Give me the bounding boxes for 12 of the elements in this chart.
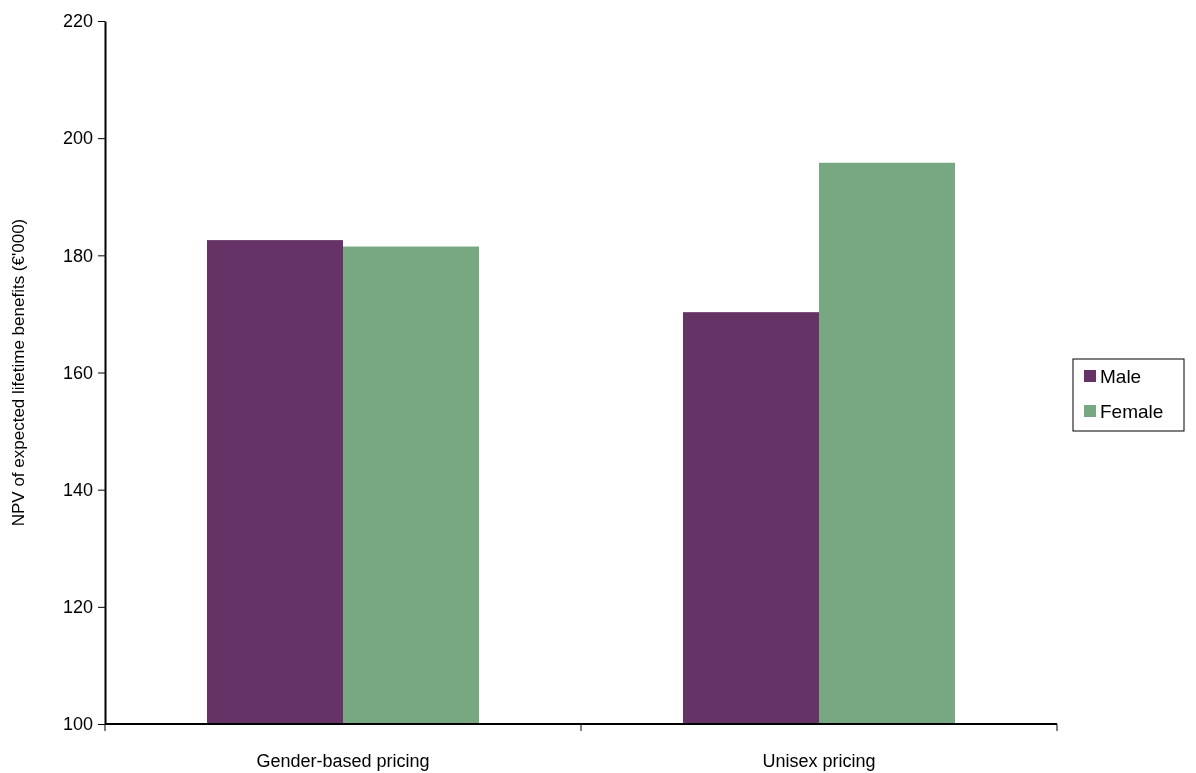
legend-label: Male: [1100, 366, 1142, 387]
y-tick-label: 100: [62, 714, 93, 735]
y-tick-label: 220: [62, 11, 93, 32]
x-tick-label: Unisex pricing: [762, 751, 876, 771]
y-tick-label: 120: [62, 597, 93, 618]
legend-label: Female: [1100, 401, 1164, 422]
y-tick-label: 180: [62, 245, 93, 266]
x-tick-label: Gender-based pricing: [256, 751, 430, 771]
y-tick-label: 140: [62, 479, 93, 500]
y-tick-label: 160: [62, 362, 93, 383]
y-axis-title: NPV of expected lifetime benefits (€'000): [9, 218, 28, 527]
y-tick-label: 200: [62, 128, 93, 149]
